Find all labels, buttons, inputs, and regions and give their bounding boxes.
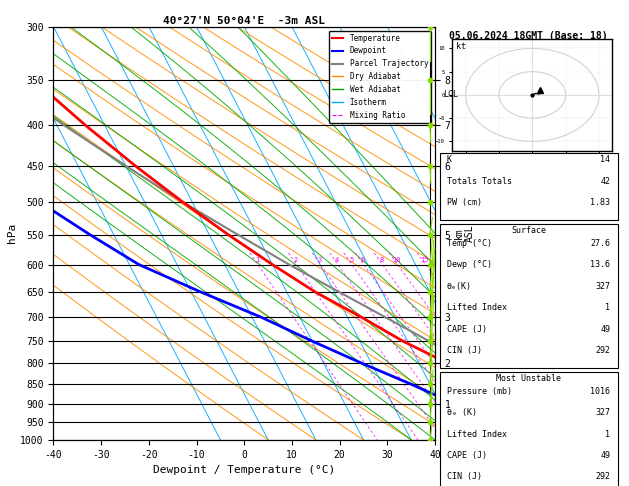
Line: Dewpoint: Dewpoint [0, 27, 524, 440]
Text: 2: 2 [294, 258, 298, 263]
Text: Most Unstable: Most Unstable [496, 374, 561, 383]
Dewpoint [450, 401, 458, 407]
Text: 327: 327 [596, 281, 611, 291]
Y-axis label: km
ASL: km ASL [454, 225, 475, 242]
Temperature [358, 314, 365, 320]
Text: 3: 3 [318, 258, 321, 263]
Temperature [311, 289, 319, 295]
Text: 1.83: 1.83 [591, 198, 611, 207]
FancyBboxPatch shape [440, 224, 618, 368]
Y-axis label: hPa: hPa [8, 223, 18, 243]
Text: Lifted Index: Lifted Index [447, 303, 507, 312]
Text: 1: 1 [255, 258, 259, 263]
Text: 15: 15 [421, 258, 429, 263]
Temperature [493, 381, 501, 387]
Text: 27.6: 27.6 [591, 239, 611, 248]
Temperature [269, 261, 276, 267]
Temperature [179, 199, 186, 205]
Line: Parcel Trajectory: Parcel Trajectory [0, 27, 591, 440]
Text: K: K [447, 155, 452, 164]
Text: 1016: 1016 [591, 386, 611, 396]
Text: θₑ (K): θₑ (K) [447, 408, 477, 417]
Temperature [30, 77, 37, 83]
Text: 327: 327 [596, 408, 611, 417]
Text: Totals Totals: Totals Totals [447, 177, 512, 186]
Dewpoint [308, 338, 316, 344]
Text: 8: 8 [379, 258, 384, 263]
Parcel Trajectory [500, 381, 508, 387]
Text: 49: 49 [601, 325, 611, 333]
Parcel Trajectory [587, 437, 594, 443]
Temperature [82, 122, 89, 128]
Text: 6: 6 [360, 258, 365, 263]
Text: 14: 14 [601, 155, 611, 164]
Title: 40°27'N 50°04'E  -3m ASL: 40°27'N 50°04'E -3m ASL [164, 16, 325, 26]
Legend: Temperature, Dewpoint, Parcel Trajectory, Dry Adiabat, Wet Adiabat, Isotherm, Mi: Temperature, Dewpoint, Parcel Trajectory… [329, 31, 431, 122]
Dewpoint [135, 261, 143, 267]
Temperature [444, 360, 452, 366]
Parcel Trajectory [533, 401, 540, 407]
Dewpoint [36, 199, 43, 205]
Parcel Trajectory [0, 77, 4, 83]
FancyBboxPatch shape [440, 372, 618, 486]
Text: Lifted Index: Lifted Index [447, 430, 507, 438]
Text: 05.06.2024 18GMT (Base: 18): 05.06.2024 18GMT (Base: 18) [449, 31, 608, 41]
Temperature [225, 232, 232, 238]
Text: PW (cm): PW (cm) [447, 198, 482, 207]
Parcel Trajectory [335, 289, 343, 295]
Dewpoint [86, 232, 94, 238]
Text: Pressure (mb): Pressure (mb) [447, 386, 512, 396]
Parcel Trajectory [382, 314, 389, 320]
Text: 13.6: 13.6 [591, 260, 611, 269]
Text: CIN (J): CIN (J) [447, 346, 482, 355]
Temperature [532, 401, 539, 407]
Text: 5: 5 [349, 258, 353, 263]
Text: 4: 4 [335, 258, 339, 263]
Text: 292: 292 [596, 472, 611, 482]
Text: LCL: LCL [443, 90, 458, 99]
Temperature [587, 437, 594, 443]
Text: 1: 1 [606, 303, 611, 312]
Parcel Trajectory [563, 419, 571, 425]
Dewpoint [520, 437, 528, 443]
Dewpoint [484, 419, 492, 425]
Parcel Trajectory [425, 338, 433, 344]
Temperature [399, 338, 406, 344]
Parcel Trajectory [122, 163, 130, 169]
X-axis label: Dewpoint / Temperature (°C): Dewpoint / Temperature (°C) [153, 465, 335, 475]
Dewpoint [197, 289, 204, 295]
Line: Temperature: Temperature [0, 27, 591, 440]
Dewpoint [407, 381, 415, 387]
Text: 49: 49 [601, 451, 611, 460]
Text: Dewp (°C): Dewp (°C) [447, 260, 492, 269]
Parcel Trajectory [286, 261, 293, 267]
Parcel Trajectory [179, 199, 186, 205]
Text: 1: 1 [606, 430, 611, 438]
Dewpoint [3, 163, 10, 169]
Dewpoint [358, 360, 365, 366]
Text: θₑ(K): θₑ(K) [447, 281, 472, 291]
Text: 10: 10 [392, 258, 401, 263]
FancyBboxPatch shape [440, 153, 618, 221]
Temperature [570, 419, 577, 425]
Parcel Trajectory [60, 122, 68, 128]
Text: CAPE (J): CAPE (J) [447, 325, 487, 333]
Text: Temp (°C): Temp (°C) [447, 239, 492, 248]
Text: © weatheronline.co.uk: © weatheronline.co.uk [480, 427, 577, 436]
Parcel Trajectory [234, 232, 242, 238]
Text: 292: 292 [596, 346, 611, 355]
Text: 42: 42 [601, 177, 611, 186]
Text: Surface: Surface [511, 226, 546, 235]
Parcel Trajectory [464, 360, 472, 366]
Text: CAPE (J): CAPE (J) [447, 451, 487, 460]
Text: CIN (J): CIN (J) [447, 472, 482, 482]
Dewpoint [258, 314, 265, 320]
Temperature [131, 163, 139, 169]
